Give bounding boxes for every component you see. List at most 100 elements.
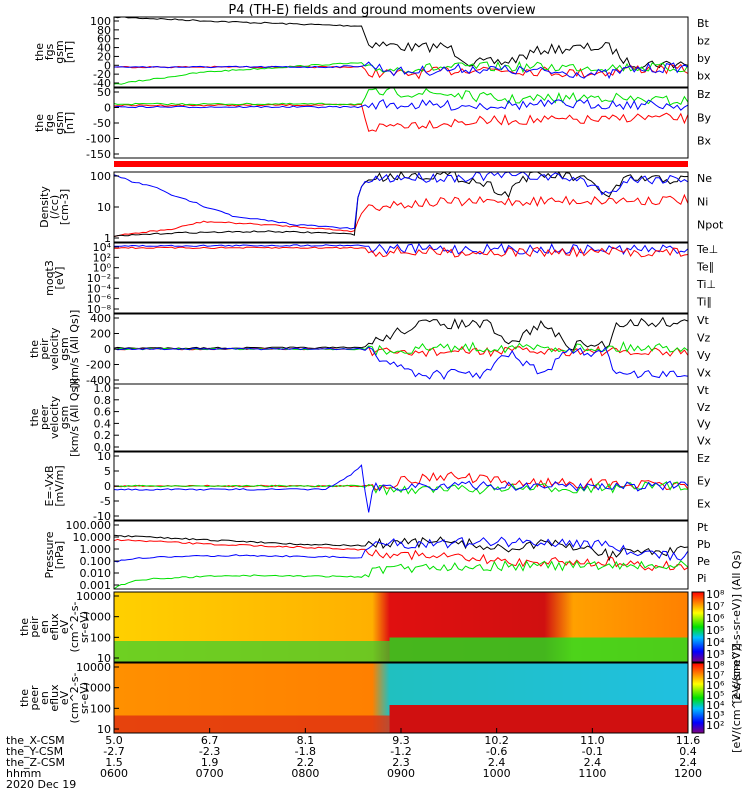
y-tick-label: 100 (90, 170, 111, 183)
time-axis: the_X-CSM 5.0 6.7 8.1 9.3 10.2 11.0 11.6 the_Y-C… (6, 728, 702, 791)
y-tick-label: 0 (104, 102, 111, 115)
time-axis-value: 1100 (578, 767, 606, 780)
y-axis-label: eflux (48, 684, 61, 712)
legend-Npot: Npot (697, 219, 724, 232)
legend-Te⊥: Te⊥ (696, 243, 718, 256)
figure-title: P4 (TH-E) fields and ground moments over… (228, 3, 536, 18)
legend-Vz: Vz (697, 401, 711, 414)
y-axis-label: [nPa] (53, 541, 66, 569)
y-axis-label: eV (58, 690, 71, 705)
y-tick-label: 0 (104, 343, 111, 356)
panel-density: Ne Ni Npot 100 10 1 Density(/cc)[cm-3] (38, 170, 724, 245)
y-axis-label: [nT] (63, 41, 76, 63)
y-tick-label: -5 (100, 495, 111, 508)
y-axis-label: sr-eV) (78, 611, 91, 643)
time-axis-value: 2.2 (297, 756, 315, 769)
series-Ez (113, 471, 689, 491)
heatmap-band (114, 641, 390, 662)
y-axis-label: fgs (43, 43, 56, 60)
y-axis-label: gsm (53, 111, 66, 134)
time-axis-row-label: the_X-CSM (6, 734, 65, 747)
y-tick-label: 10 (97, 652, 111, 665)
y-tick-label: 1000 (83, 611, 111, 624)
time-axis-value: 0800 (291, 767, 319, 780)
y-axis-label: [eV] (53, 267, 66, 290)
y-tick-label: 10⁻² (87, 272, 111, 285)
time-axis-value: 9.3 (392, 734, 410, 747)
y-axis-label: gsm (53, 40, 66, 63)
colorbar-label: [eV/(cm^2-s-sr-eV)] (730, 643, 743, 753)
y-axis-label: [km/s (All Qs)] (68, 310, 81, 389)
series-Pi (113, 536, 689, 563)
series-bx (113, 61, 689, 80)
y-tick-label: 0 (104, 59, 111, 72)
colorbar-tick-label: 10⁶ (706, 679, 725, 692)
colorbar-tick-label: 10⁸ (706, 659, 725, 672)
y-axis-label: E=-VxB (43, 465, 56, 506)
y-axis-label: eflux (48, 613, 61, 641)
series-Ne (113, 193, 689, 237)
y-axis-label: velocity (48, 327, 61, 370)
colorbar-tick-label: 10³ (706, 709, 724, 722)
y-tick-label: 0.001 (80, 579, 112, 592)
series-Bx (113, 98, 689, 111)
colorbar-tick-label: 10² (706, 719, 724, 732)
series-Bt (113, 16, 689, 69)
status-bar (114, 161, 688, 167)
time-axis-value: 2.4 (584, 756, 602, 769)
time-axis-row-label: the_Y-CSM (6, 745, 63, 758)
panel-frame (113, 87, 689, 159)
legend-by: by (697, 52, 711, 65)
legend-Vz: Vz (697, 332, 711, 345)
series-Bz (113, 103, 689, 132)
y-axis-label: (cm^2-s- (68, 673, 81, 724)
y-tick-label: 100 (90, 15, 111, 28)
legend-Pb: Pb (697, 538, 711, 551)
time-axis-value: 1200 (674, 767, 702, 780)
legend-Vy: Vy (697, 349, 711, 362)
y-tick-label: 40 (97, 42, 111, 55)
colorbar-tick-label: 10⁷ (706, 600, 724, 613)
y-tick-label: -100 (86, 133, 111, 146)
time-axis-row-label: hhmm (6, 767, 41, 780)
y-tick-label: 10⁻⁸ (87, 303, 112, 316)
time-axis-value: -2.3 (199, 745, 220, 758)
time-axis-row-label: the_Z-CSM (6, 756, 65, 769)
y-axis-label: fge (43, 114, 56, 132)
time-axis-value: -1.2 (390, 745, 411, 758)
legend-Ni: Ni (697, 195, 708, 208)
y-tick-label: 100 (90, 631, 111, 644)
legend-Vt: Vt (697, 314, 710, 327)
colorbar (691, 662, 705, 734)
y-axis-label: eV (58, 619, 71, 634)
y-tick-label: 10⁴ (93, 241, 112, 254)
time-axis-value: 0600 (100, 767, 128, 780)
y-tick-label: 10000 (76, 590, 111, 603)
y-axis-label: Pressure (43, 531, 56, 578)
legend-Pt: Pt (697, 521, 709, 534)
y-tick-label: 100 (90, 702, 111, 715)
y-axis-label: moqt3 (43, 260, 56, 296)
y-tick-label: 10⁻⁴ (87, 282, 112, 295)
legend-Vy: Vy (697, 418, 711, 431)
legend-Bx: Bx (697, 135, 712, 148)
series-by (113, 60, 689, 85)
time-axis-value: 1.5 (105, 756, 123, 769)
panel-e-vxb: Ez Ey Ex 10 5 0 -5 -10 E=-VxB[mV/m] (43, 450, 711, 523)
panel-pressure: Pt Pb Pe Pi 100.00010.0001.0000.1000.0100.00… (43, 519, 711, 592)
y-tick-label: 5 (104, 465, 111, 478)
time-axis-value: 2.4 (488, 756, 506, 769)
colorbar-tick-label: 10³ (706, 648, 724, 661)
time-axis-value: -2.7 (103, 745, 124, 758)
panel-frame (113, 383, 689, 452)
legend-Bz: Bz (697, 88, 711, 101)
legend-Ex: Ex (697, 497, 711, 510)
y-tick-label: 200 (90, 328, 111, 341)
y-tick-label: -10 (93, 510, 111, 523)
y-tick-label: 1.0 (94, 382, 112, 395)
y-tick-label: 10 (97, 201, 111, 214)
